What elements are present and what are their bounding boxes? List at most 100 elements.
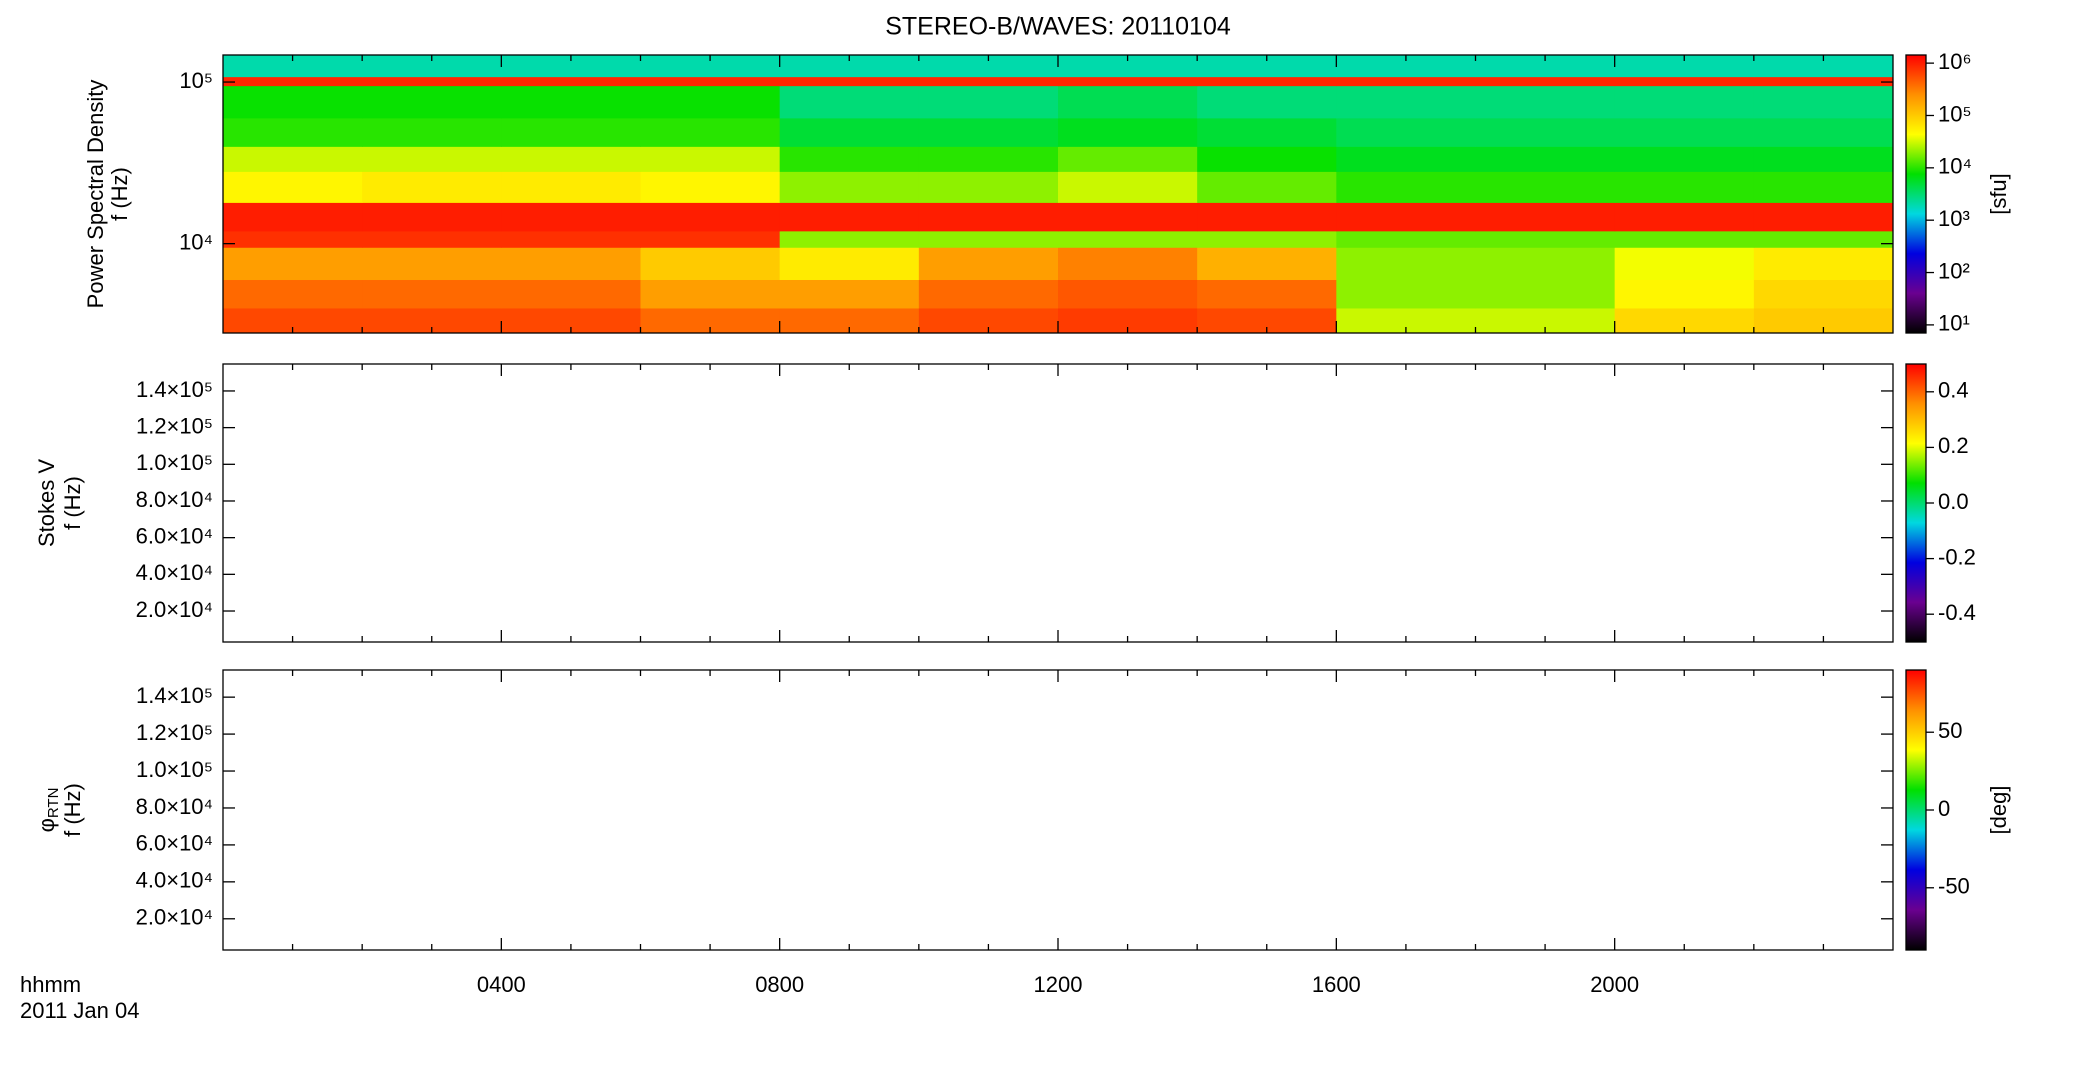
heatmap-cell bbox=[1614, 85, 1755, 119]
heatmap-cell bbox=[362, 230, 502, 248]
heatmap-cell bbox=[1336, 85, 1476, 119]
colorbar-tick-label: 10⁴ bbox=[1938, 154, 1972, 179]
heatmap-cell bbox=[1614, 55, 1755, 78]
heatmap-cell bbox=[1475, 171, 1616, 203]
heatmap-cell bbox=[1475, 247, 1616, 281]
heatmap-cell bbox=[223, 76, 363, 87]
colorbar bbox=[1905, 363, 1927, 643]
heatmap-cell bbox=[1058, 202, 1198, 232]
heatmap-cell bbox=[1336, 146, 1476, 172]
heatmap-cell bbox=[1336, 76, 1476, 87]
heatmap-cell bbox=[223, 171, 363, 203]
colorbar-tick-label: 10⁶ bbox=[1938, 49, 1972, 74]
heatmap-cell bbox=[1058, 247, 1198, 281]
heatmap-cell bbox=[223, 230, 363, 248]
heatmap-cell bbox=[501, 247, 641, 281]
y-tick-label: 6.0×10⁴ bbox=[136, 831, 213, 856]
colorbar-tick-label: 0.2 bbox=[1938, 433, 1969, 458]
y-axis-label: Stokes V bbox=[34, 459, 59, 547]
y-axis-label-2: f (Hz) bbox=[107, 167, 132, 221]
heatmap-cell bbox=[1336, 230, 1476, 248]
heatmap-cell bbox=[223, 202, 363, 232]
heatmap-cell bbox=[640, 230, 781, 248]
y-tick-label: 4.0×10⁴ bbox=[136, 868, 213, 893]
heatmap-cell bbox=[1058, 117, 1198, 147]
y-tick-label: 2.0×10⁴ bbox=[136, 597, 213, 622]
y-tick-label: 1.0×10⁵ bbox=[136, 757, 213, 782]
heatmap-cell bbox=[1058, 279, 1198, 309]
colorbar bbox=[1905, 54, 1927, 334]
heatmap-cell bbox=[1058, 55, 1198, 78]
heatmap-cell bbox=[640, 76, 781, 87]
heatmap-cell bbox=[918, 146, 1059, 172]
heatmap-cell bbox=[1614, 76, 1755, 87]
colorbar-tick-label: 0.4 bbox=[1938, 378, 1969, 403]
heatmap-cell bbox=[1058, 85, 1198, 119]
heatmap-cell bbox=[1197, 230, 1337, 248]
heatmap-cell bbox=[640, 279, 781, 309]
heatmap-cell bbox=[1197, 117, 1337, 147]
heatmap-cell bbox=[918, 279, 1059, 309]
heatmap-cell bbox=[918, 76, 1059, 87]
heatmap-cell bbox=[1197, 171, 1337, 203]
chart-title: STEREO-B/WAVES: 20110104 bbox=[885, 13, 1231, 41]
heatmap-cell bbox=[1336, 202, 1476, 232]
heatmap-cell bbox=[1197, 146, 1337, 172]
heatmap-cell bbox=[1475, 230, 1616, 248]
y-axis-label-sub: RTN bbox=[45, 788, 62, 819]
heatmap-cell bbox=[918, 202, 1059, 232]
heatmap-cell bbox=[362, 55, 502, 78]
heatmap-cell bbox=[501, 76, 641, 87]
heatmap-cell bbox=[1058, 76, 1198, 87]
y-axis-label: φRTN bbox=[34, 788, 62, 833]
heatmap-cell bbox=[1336, 117, 1476, 147]
heatmap-cell bbox=[1614, 171, 1755, 203]
heatmap-cell bbox=[1475, 55, 1616, 78]
heatmap-cell bbox=[779, 117, 920, 147]
heatmap-cell bbox=[1058, 230, 1198, 248]
heatmap-cell bbox=[1197, 279, 1337, 309]
heatmap-cell bbox=[1336, 247, 1476, 281]
heatmap-cell bbox=[1197, 55, 1337, 78]
heatmap-cell bbox=[640, 171, 781, 203]
heatmap-cell bbox=[362, 117, 502, 147]
heatmap-cell bbox=[918, 171, 1059, 203]
y-axis-label-main: Stokes V bbox=[34, 459, 59, 547]
x-tick-label: 1200 bbox=[1034, 972, 1083, 997]
heatmap-cell bbox=[1753, 55, 1894, 78]
y-axis-label-2: f (Hz) bbox=[60, 783, 85, 837]
heatmap-cell bbox=[779, 247, 920, 281]
y-tick-label: 1.4×10⁵ bbox=[136, 683, 213, 708]
x-tick-label: 2000 bbox=[1590, 972, 1639, 997]
heatmap-cell bbox=[1753, 202, 1894, 232]
heatmap-cell bbox=[1614, 202, 1755, 232]
heatmap-cell bbox=[1058, 171, 1198, 203]
heatmap-cell bbox=[1475, 85, 1616, 119]
y-tick-label: 1.4×10⁵ bbox=[136, 377, 213, 402]
heatmap-cell bbox=[362, 76, 502, 87]
heatmap-cell bbox=[501, 279, 641, 309]
heatmap-cell bbox=[1753, 247, 1894, 281]
colorbar-label: [deg] bbox=[1986, 786, 2011, 835]
heatmap-cell bbox=[501, 117, 641, 147]
y-tick-label: 6.0×10⁴ bbox=[136, 523, 213, 548]
colorbar-tick-label: 10¹ bbox=[1938, 311, 1970, 336]
heatmap-cell bbox=[1336, 55, 1476, 78]
y-tick-label: 10⁴ bbox=[179, 229, 213, 254]
heatmap-cell bbox=[501, 55, 641, 78]
colorbar-label: [sfu] bbox=[1986, 173, 2011, 215]
colorbar-tick-label: 50 bbox=[1938, 718, 1962, 743]
heatmap-cell bbox=[362, 171, 502, 203]
heatmap-cell bbox=[918, 247, 1059, 281]
x-axis-label: hhmm bbox=[20, 972, 81, 997]
heatmap-cell bbox=[1475, 279, 1616, 309]
heatmap-cell bbox=[362, 85, 502, 119]
heatmap-cell bbox=[779, 55, 920, 78]
heatmap-cell bbox=[362, 247, 502, 281]
heatmap-cell bbox=[1197, 85, 1337, 119]
heatmap-cell bbox=[362, 146, 502, 172]
y-axis-label: Power Spectral Density bbox=[83, 80, 108, 309]
heatmap-cell bbox=[1197, 202, 1337, 232]
date-label: 2011 Jan 04 bbox=[20, 998, 139, 1023]
heatmap-cell bbox=[1336, 279, 1476, 309]
